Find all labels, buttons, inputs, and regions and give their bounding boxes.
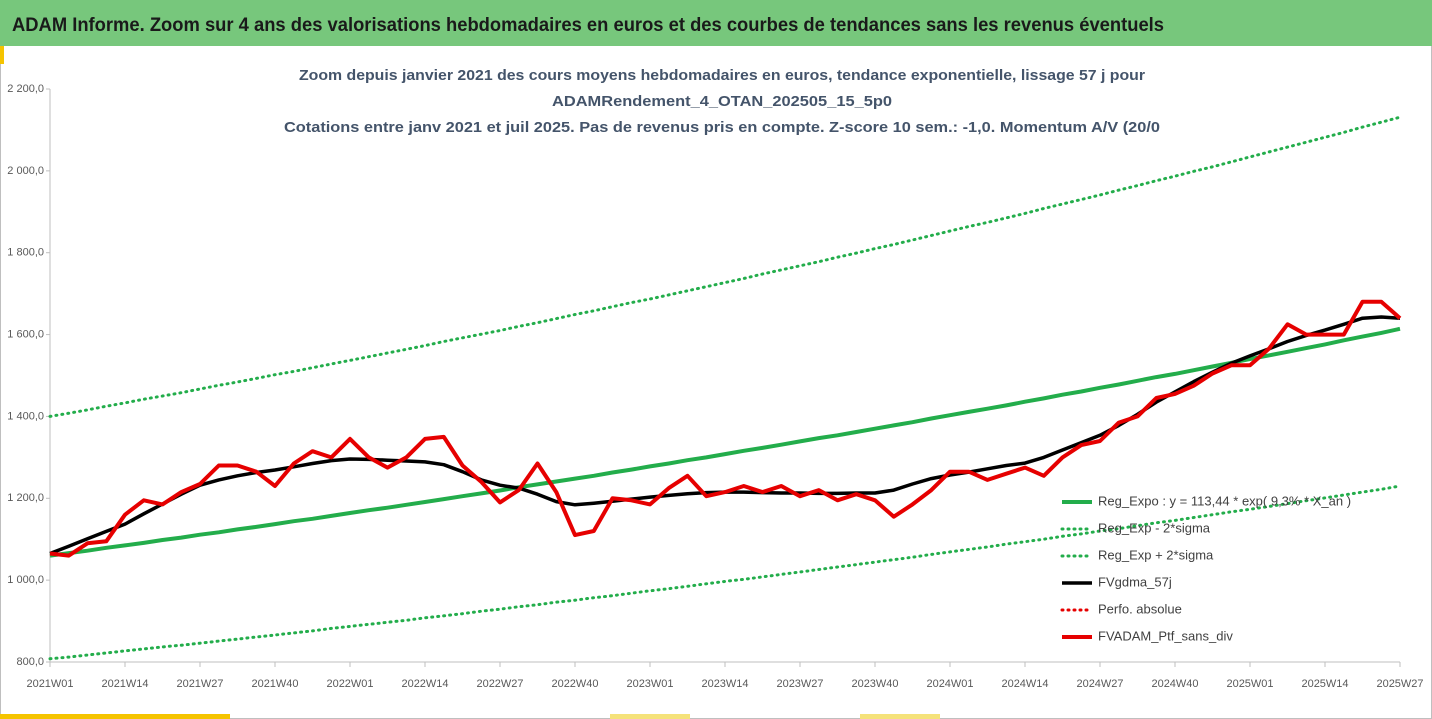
y-tick-label: 1 600,0 [7,328,44,340]
legend-label: FVgdma_57j [1098,574,1172,589]
chart-title: ADAMRendement_4_OTAN_202505_15_5p0 [552,93,892,110]
series-line [49,299,1402,558]
x-tick-label: 2023W40 [851,678,898,690]
banner-title: ADAM Informe. Zoom sur 4 ans des valoris… [12,15,1164,36]
x-tick-label: 2021W01 [26,678,73,690]
legend-label: FVADAM_Ptf_sans_div [1098,628,1233,643]
x-tick-label: 2024W40 [1151,678,1198,690]
x-tick-label: 2024W14 [1001,678,1048,690]
x-tick-label: 2025W14 [1301,678,1348,690]
x-tick-label: 2022W01 [326,678,373,690]
accent [860,714,940,719]
x-tick-label: 2024W27 [1076,678,1123,690]
y-tick-label: 2 200,0 [7,83,44,95]
legend-label: Perfo. absolue [1098,601,1182,616]
x-tick-label: 2021W40 [251,678,298,690]
x-tick-label: 2021W14 [101,678,148,690]
legend-label: Reg_Exp + 2*sigma [1098,547,1214,562]
series-line [48,115,1402,418]
x-tick-label: 2021W27 [176,678,223,690]
x-tick-label: 2023W14 [701,678,748,690]
x-tick-label: 2023W01 [626,678,673,690]
x-tick-label: 2022W14 [401,678,448,690]
x-tick-label: 2022W40 [551,678,598,690]
y-tick-label: 1 200,0 [7,492,44,504]
y-tick-label: 800,0 [16,656,44,668]
series-line [48,484,1402,661]
x-tick-label: 2024W01 [926,678,973,690]
chart-title: Cotations entre janv 2021 et juil 2025. … [284,119,1160,136]
x-tick-label: 2023W27 [776,678,823,690]
accent [0,46,4,64]
x-tick-label: 2025W01 [1226,678,1273,690]
y-tick-label: 1 400,0 [7,410,44,422]
legend-label: Reg_Expo : y = 113,44 * exp( 9,3% * X_an… [1098,493,1351,508]
series-line [49,326,1401,558]
x-tick-label: 2025W27 [1376,678,1423,690]
legend-label: Reg_Exp - 2*sigma [1098,520,1211,535]
y-tick-label: 1 000,0 [7,574,44,586]
x-tick-label: 2022W27 [476,678,523,690]
y-tick-label: 2 000,0 [7,165,44,177]
banner [0,0,1432,46]
accent [610,714,690,719]
y-tick-label: 1 800,0 [7,247,44,259]
accent [0,714,230,719]
chart-title: Zoom depuis janvier 2021 des cours moyen… [299,67,1145,84]
